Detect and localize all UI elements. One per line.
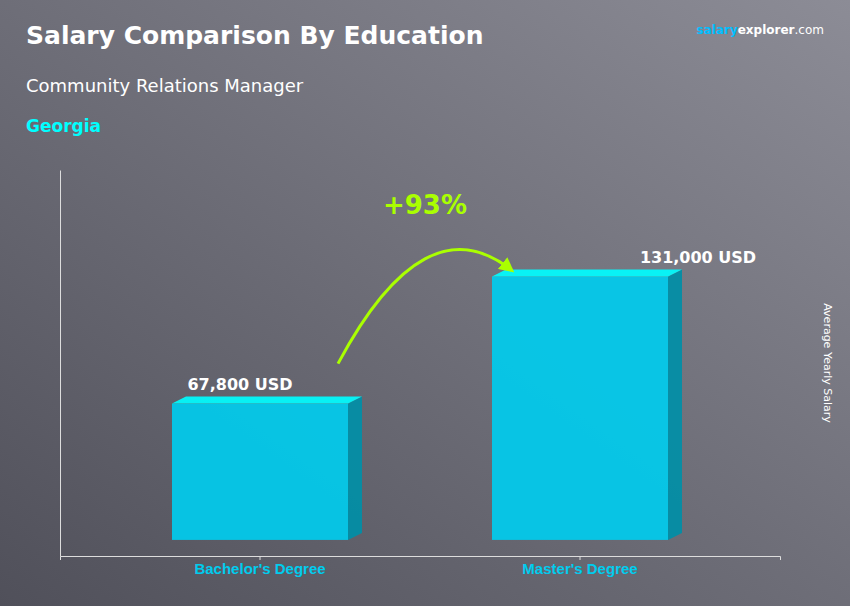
bar bbox=[492, 277, 668, 540]
data-labels: 67,800 USD 131,000 USD bbox=[187, 248, 756, 394]
website-part: .com bbox=[795, 23, 824, 37]
bar-side bbox=[668, 270, 682, 540]
tick-label: Bachelor's Degree bbox=[194, 560, 325, 577]
plot: Bachelor's Degree Master's Degree 67,800 U… bbox=[61, 171, 781, 577]
chart: Salary Comparison By Education Community … bbox=[0, 0, 850, 606]
tick: Bachelor's Degree bbox=[194, 556, 325, 577]
data-label: 67,800 USD bbox=[187, 375, 292, 394]
bar bbox=[172, 404, 348, 540]
website: salaryexplorer.com bbox=[697, 23, 824, 37]
x-axis: Bachelor's Degree Master's Degree bbox=[61, 556, 781, 577]
location: Georgia bbox=[26, 116, 101, 136]
annotation: +93% bbox=[383, 190, 467, 220]
background bbox=[0, 0, 850, 606]
bars bbox=[172, 270, 682, 540]
tick-label: Master's Degree bbox=[522, 560, 637, 577]
bar-top bbox=[172, 397, 362, 404]
axis-line bbox=[61, 557, 781, 561]
arrow bbox=[338, 250, 512, 364]
website-part: salary bbox=[697, 23, 738, 37]
bar-top bbox=[492, 270, 682, 277]
tick: Master's Degree bbox=[522, 556, 637, 577]
axis-title: Average Yearly Salary bbox=[821, 303, 834, 423]
bar-side bbox=[348, 397, 362, 540]
subtitle: Community Relations Manager bbox=[26, 75, 304, 96]
data-label: 131,000 USD bbox=[640, 248, 756, 267]
title: Salary Comparison By Education bbox=[26, 21, 483, 50]
axis-line bbox=[60, 171, 61, 557]
y-axis bbox=[60, 171, 61, 557]
website-part: explorer bbox=[738, 23, 795, 37]
